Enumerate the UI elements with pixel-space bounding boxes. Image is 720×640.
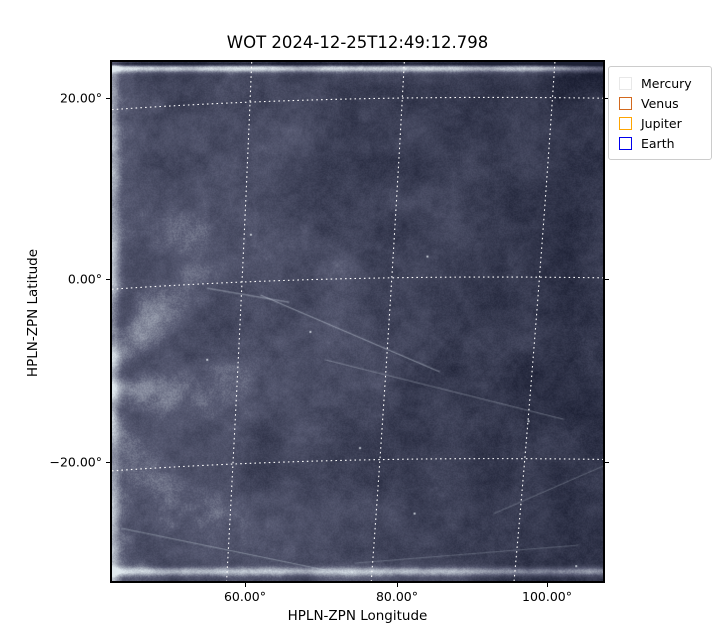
venus-marker-icon	[619, 96, 632, 110]
x-tick-mark	[397, 583, 398, 587]
y-tick-label: 0.00°	[67, 271, 102, 287]
y-tick-mark	[106, 279, 110, 280]
x-axis-label: HPLN-ZPN Longitude	[287, 608, 428, 624]
earth-marker-icon	[619, 136, 632, 150]
y-tick-mark	[106, 462, 110, 463]
y-tick-mark-right	[605, 98, 609, 99]
x-tick-mark	[245, 583, 246, 587]
legend-label: Venus	[641, 95, 679, 111]
heliospheric-image	[112, 62, 603, 581]
legend-label: Earth	[641, 135, 675, 151]
legend-item-venus[interactable]: Venus	[615, 93, 705, 113]
legend-label: Jupiter	[641, 115, 682, 131]
x-tick-label: 80.00°	[375, 589, 419, 604]
y-tick-label: 20.00°	[59, 90, 102, 106]
y-tick-label: −20.00°	[49, 454, 102, 470]
legend-label: Mercury	[641, 75, 692, 91]
legend-item-jupiter[interactable]: Jupiter	[615, 113, 705, 133]
y-tick-mark-right	[605, 279, 609, 280]
x-tick-mark	[547, 583, 548, 587]
legend-item-earth[interactable]: Earth	[615, 133, 705, 153]
page-title: WOT 2024-12-25T12:49:12.798	[226, 33, 489, 52]
mercury-marker-icon	[619, 76, 632, 90]
x-tick-label: 60.00°	[223, 589, 267, 604]
y-axis-label: HPLN-ZPN Latitude	[25, 248, 41, 378]
x-tick-label: 100.00°	[522, 589, 572, 604]
legend-item-mercury[interactable]: Mercury	[615, 73, 705, 93]
y-tick-mark	[106, 98, 110, 99]
jupiter-marker-icon	[619, 116, 632, 130]
y-tick-mark-right	[605, 462, 609, 463]
plot-axes[interactable]	[110, 60, 605, 583]
legend: Mercury Venus Jupiter Earth	[608, 66, 712, 160]
